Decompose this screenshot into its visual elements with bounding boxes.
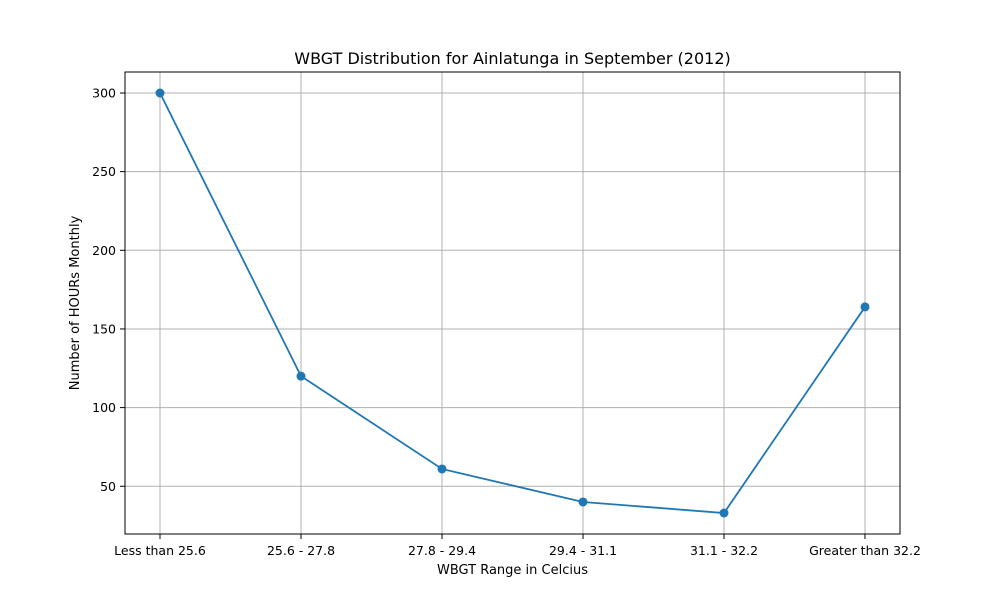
x-axis-label: WBGT Range in Celcius [437, 563, 588, 578]
grid-layer [125, 72, 900, 534]
data-point [437, 464, 447, 474]
chart-title: WBGT Distribution for Ainlatunga in Sept… [294, 49, 731, 68]
series-layer [155, 88, 870, 518]
tick-layer: Less than 25.6 25.6 - 27.8 27.8 - 29.4 29.4… [92, 86, 921, 559]
x-tick-label: Greater than 32.2 [809, 543, 921, 558]
x-tick-label: 25.6 - 27.8 [267, 543, 335, 558]
y-tick-label: 100 [92, 400, 116, 415]
data-point [296, 371, 306, 381]
y-tick-label: 50 [100, 479, 116, 494]
series-line [159, 92, 866, 514]
y-tick-label: 150 [92, 321, 116, 336]
data-point [719, 508, 729, 518]
data-point [860, 302, 870, 312]
data-point [155, 88, 165, 98]
x-tick-label: 27.8 - 29.4 [408, 543, 476, 558]
x-tick-label: 31.1 - 32.2 [690, 543, 758, 558]
y-tick-label: 250 [92, 164, 116, 179]
plot-frame [124, 71, 901, 535]
plot-area-background [125, 72, 900, 534]
y-tick-label: 200 [92, 243, 116, 258]
data-point [578, 497, 588, 507]
x-tick-label: Less than 25.6 [114, 543, 206, 558]
y-tick-label: 300 [92, 86, 116, 101]
y-axis-label: Number of HOURs Monthly [68, 215, 83, 390]
x-tick-label: 29.4 - 31.1 [549, 543, 617, 558]
